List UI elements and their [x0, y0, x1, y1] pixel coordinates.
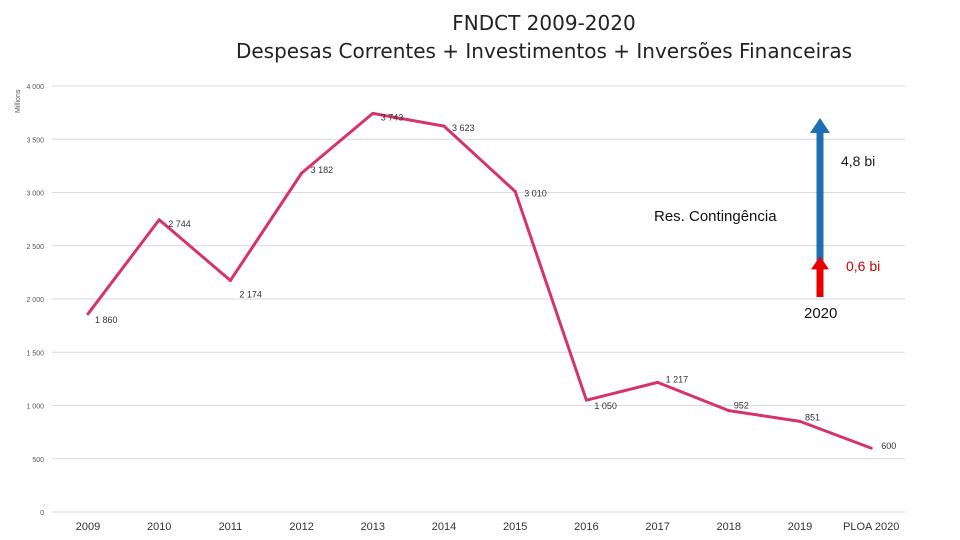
blue-arrow-head	[810, 117, 830, 133]
y-tick-labels: 0 500 1 000 1 500 2 000 2 500 3 000 3 500 4 000	[26, 84, 44, 517]
data-point	[656, 380, 660, 384]
y-tick-label: 500	[32, 457, 44, 464]
x-tick-label: 2018	[717, 521, 741, 533]
data-point	[584, 398, 588, 402]
y-tick-label: 2 500	[26, 244, 44, 251]
data-label: 1 050	[594, 401, 617, 411]
data-point	[228, 278, 232, 282]
x-tick-label: 2014	[432, 521, 456, 533]
series-line	[86, 111, 872, 450]
red-arrow-head	[811, 256, 829, 270]
data-point	[869, 446, 873, 450]
x-tick-labels: 2009 2010 2011 2012 2013 2014 2015 2016 2017 2018…	[76, 521, 900, 533]
data-point	[798, 419, 802, 423]
x-tick-label: 2019	[788, 521, 812, 533]
x-tick-label: PLOA 2020	[843, 521, 899, 533]
red-arrow-label: 0,6 bi	[846, 258, 880, 274]
x-tick-label: 2015	[503, 521, 527, 533]
year-label: 2020	[804, 305, 837, 322]
data-label: 1 860	[95, 315, 118, 325]
gridlines	[52, 85, 905, 513]
data-label: 952	[734, 401, 749, 411]
data-point	[727, 409, 731, 413]
data-label: 3 743	[381, 112, 404, 122]
x-tick-label: 2013	[361, 521, 385, 533]
blue-arrow-label: 4,8 bi	[841, 153, 875, 169]
x-tick-label: 2017	[645, 521, 669, 533]
x-tick-label: 2011	[219, 521, 243, 533]
data-point	[300, 171, 304, 175]
y-tick-label: 2 000	[26, 297, 44, 304]
x-tick-label: 2016	[574, 521, 598, 533]
data-point	[371, 111, 375, 115]
data-label: 3 182	[311, 165, 334, 175]
y-axis-label: Millions	[15, 89, 22, 113]
blue-arrow-shaft	[816, 131, 824, 297]
chart-subtitle: Despesas Correntes + Investimentos + Inv…	[235, 39, 853, 63]
data-point	[157, 218, 161, 222]
data-label: 2 174	[239, 289, 262, 299]
data-label: 3 010	[524, 188, 547, 198]
x-tick-label: 2010	[147, 521, 171, 533]
data-label: 1 217	[666, 374, 689, 384]
series-group	[86, 111, 873, 450]
data-labels: 1 860 2 744 2 174 3 182 3 743 3 623 3 010 1 050…	[95, 112, 896, 451]
data-label: 600	[881, 441, 896, 451]
y-tick-label: 4 000	[26, 84, 44, 91]
annotations: 4,8 bi Res. Contingência 0,6 bi 2020	[654, 117, 880, 322]
data-label: 3 623	[452, 123, 475, 133]
y-tick-label: 3 500	[26, 137, 44, 144]
reserve-label: Res. Contingência	[654, 208, 777, 225]
red-arrow-shaft	[816, 268, 824, 297]
data-label: 851	[805, 412, 820, 422]
y-tick-label: 0	[40, 510, 44, 517]
data-label: 2 744	[168, 219, 191, 229]
y-tick-label: 3 000	[26, 191, 44, 198]
x-tick-label: 2009	[76, 521, 100, 533]
y-tick-label: 1 000	[26, 404, 44, 411]
data-point	[86, 312, 90, 316]
y-tick-label: 1 500	[26, 350, 44, 357]
data-point	[442, 124, 446, 128]
x-tick-label: 2012	[289, 521, 313, 533]
data-point	[513, 189, 517, 193]
chart-title: FNDCT 2009-2020	[452, 11, 636, 35]
